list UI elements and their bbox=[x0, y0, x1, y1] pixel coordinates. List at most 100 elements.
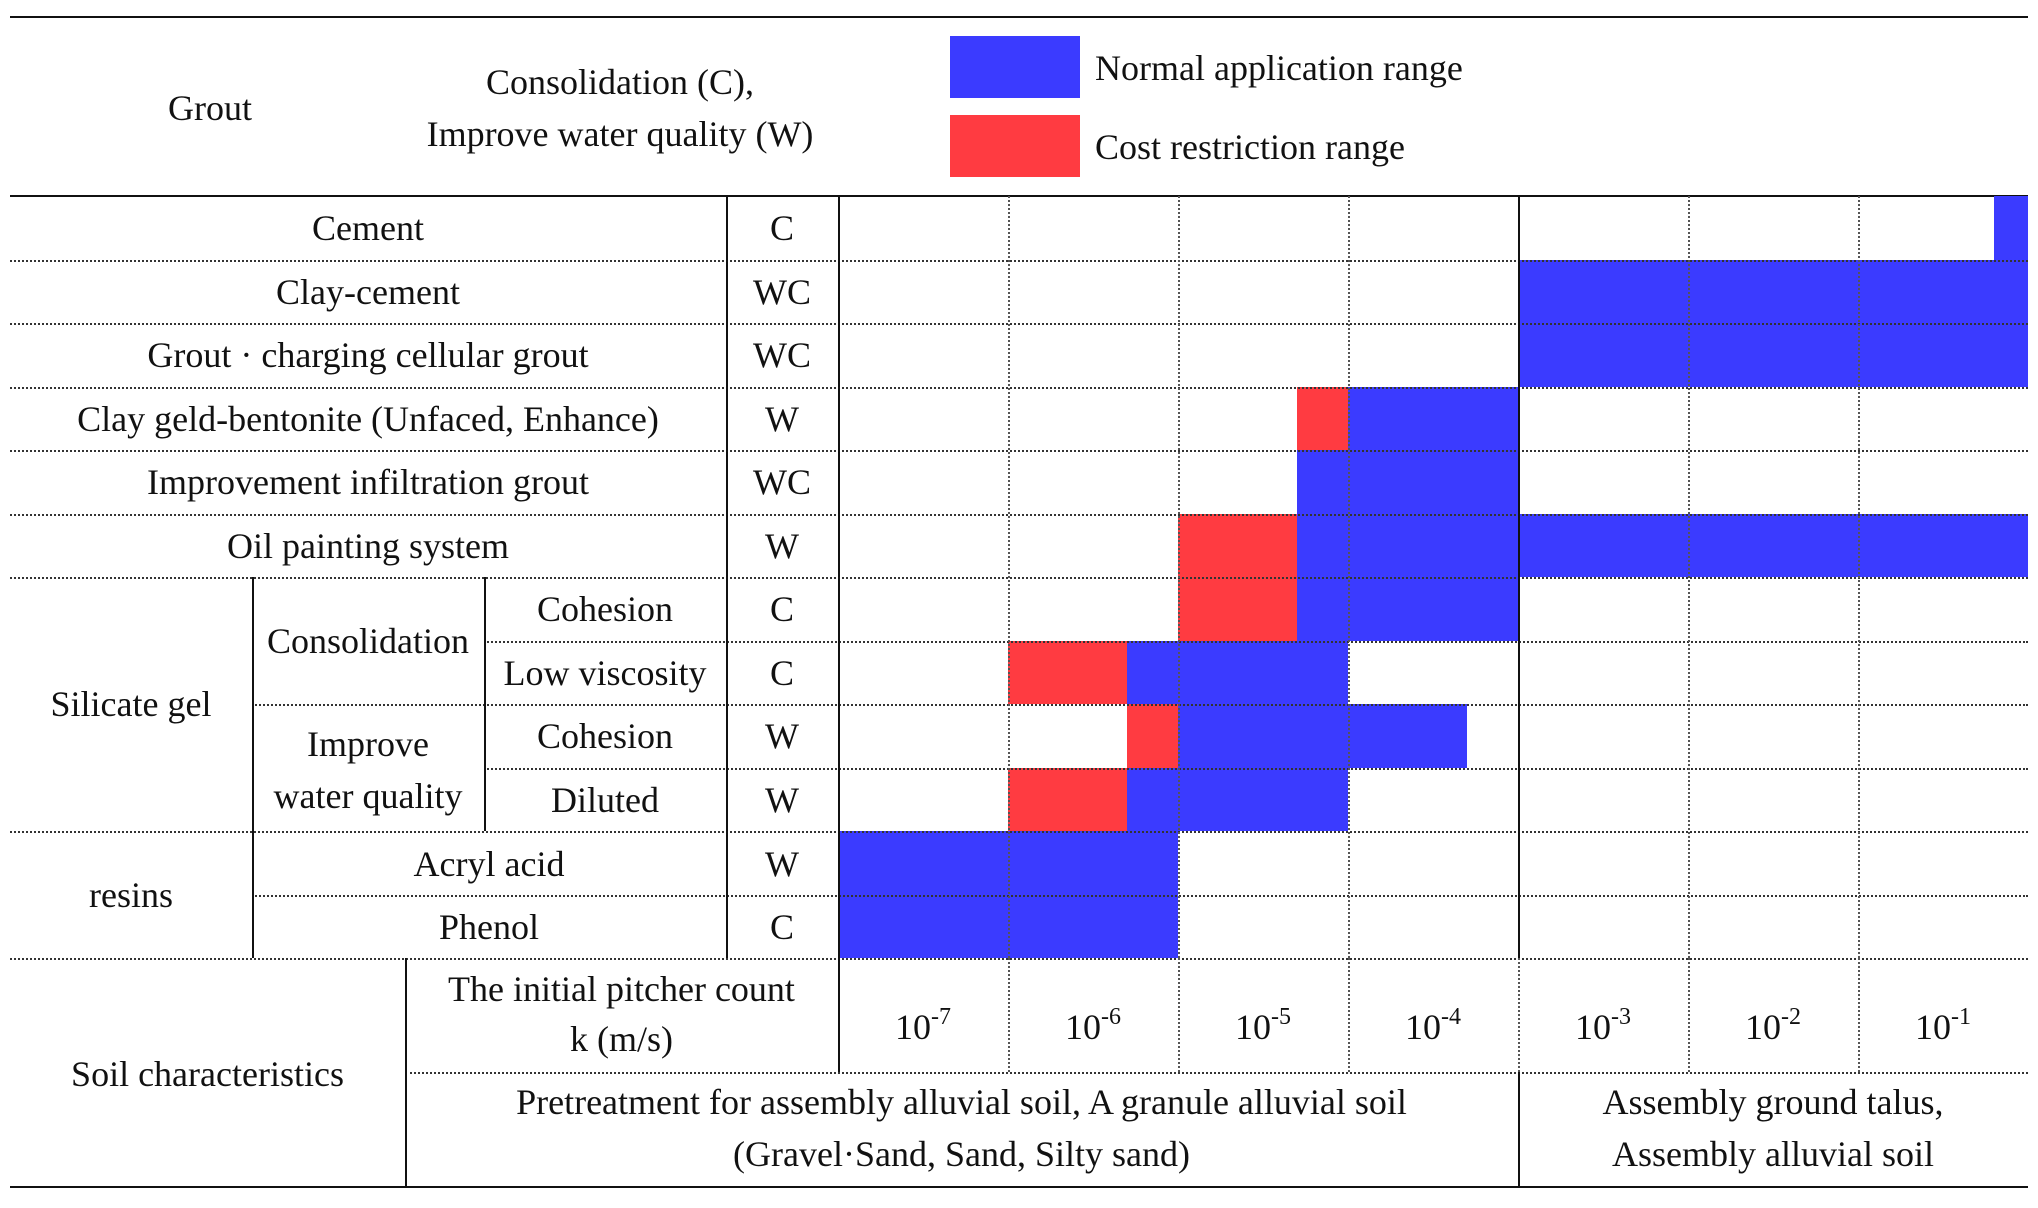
row-label-diluted: Diluted bbox=[551, 780, 659, 820]
bottom-rule bbox=[10, 1186, 2028, 1188]
k-value-1e-7: 10-7 bbox=[895, 1004, 951, 1047]
range-bar-normal bbox=[1297, 513, 2028, 577]
grid-line bbox=[10, 259, 2028, 262]
grid-line bbox=[1858, 196, 1860, 958]
range-bar-cost bbox=[1178, 577, 1297, 641]
subgroup-label-consolidation: Consolidation bbox=[266, 621, 469, 661]
k-label-line1: The initial pitcher count bbox=[448, 969, 795, 1009]
grid-line bbox=[10, 577, 2028, 579]
grid-line bbox=[1518, 1072, 1520, 1186]
row-label-phenol: Phenol bbox=[438, 907, 539, 947]
grid-line bbox=[1008, 958, 1010, 1072]
code-oil-painting: W bbox=[765, 526, 799, 566]
subgroup-label-improve-line2: water quality bbox=[273, 776, 463, 816]
grid-line bbox=[10, 450, 2028, 452]
grid-line bbox=[484, 767, 2028, 770]
soil-right-line1: Assembly ground talus, bbox=[1602, 1082, 1944, 1122]
k-value-1e-5: 10-5 bbox=[1235, 1004, 1291, 1047]
range-bar-normal bbox=[1348, 386, 1518, 450]
grid-line bbox=[1688, 958, 1690, 1072]
row-label-improvement-infiltration: Improvement infiltration grout bbox=[147, 462, 589, 502]
code-grout-charging: WC bbox=[753, 335, 811, 375]
range-bar-cost bbox=[1008, 640, 1127, 704]
soil-right-line2: Assembly alluvial soil bbox=[1612, 1134, 1934, 1174]
grid-line bbox=[1348, 958, 1350, 1072]
k-value-1e-1: 10-1 bbox=[1915, 1004, 1971, 1047]
range-bar-cost bbox=[1297, 386, 1348, 450]
range-bar-normal bbox=[1127, 767, 1348, 831]
grid-line bbox=[726, 196, 728, 958]
grid-line bbox=[1858, 958, 1860, 1072]
code-acryl-acid: W bbox=[765, 844, 799, 884]
grid-line bbox=[405, 958, 407, 1186]
grid-line bbox=[10, 323, 2028, 325]
range-bar-cost bbox=[1178, 513, 1297, 577]
soil-left-line2: (Gravel·Sand, Sand, Silty sand) bbox=[733, 1134, 1190, 1174]
row-label-cohesion-c: Cohesion bbox=[536, 589, 673, 629]
code-clay-cement: WC bbox=[753, 272, 811, 312]
grid-line bbox=[252, 577, 254, 958]
range-bar-normal bbox=[1127, 640, 1348, 704]
k-value-1e-2: 10-2 bbox=[1745, 1004, 1801, 1047]
grid-line bbox=[10, 513, 2028, 516]
range-bar-normal bbox=[1297, 577, 1518, 641]
code-low-viscosity: C bbox=[769, 653, 794, 693]
grout-column-header: Grout bbox=[168, 88, 252, 128]
grid-line bbox=[1348, 196, 1350, 958]
range-bar-cost bbox=[1008, 767, 1127, 831]
row-label-grout-charging: Grout · charging cellular grout bbox=[147, 335, 589, 375]
grid-line bbox=[10, 958, 2028, 960]
range-bar-normal bbox=[1518, 323, 2028, 387]
row-label-acryl-acid: Acryl acid bbox=[413, 844, 565, 884]
grid-line bbox=[252, 894, 2028, 897]
header-rule bbox=[10, 195, 2028, 197]
k-value-1e-4: 10-4 bbox=[1405, 1004, 1461, 1047]
soil-left-line1: Pretreatment for assembly alluvial soil,… bbox=[516, 1082, 1407, 1122]
grid-line bbox=[1178, 958, 1180, 1072]
row-label-low-viscosity: Low viscosity bbox=[503, 653, 707, 693]
range-bar-cost bbox=[1127, 704, 1178, 768]
code-clay-geld: W bbox=[765, 399, 799, 439]
group-label-silicate-gel: Silicate gel bbox=[50, 684, 212, 724]
legend-label-cost: Cost restriction range bbox=[1095, 127, 1405, 167]
group-label-resins: resins bbox=[89, 875, 173, 915]
row-label-clay-cement: Clay-cement bbox=[276, 272, 460, 312]
grid-line bbox=[252, 704, 2028, 706]
row-label-cohesion-w: Cohesion bbox=[536, 716, 673, 756]
legend-label-normal: Normal application range bbox=[1095, 48, 1463, 88]
subgroup-label-improve-line1: Improve bbox=[307, 724, 429, 764]
row-label-cement: Cement bbox=[312, 208, 424, 248]
code-cohesion-w: W bbox=[765, 716, 799, 756]
top-rule bbox=[10, 16, 2028, 18]
row-label-oil-painting: Oil painting system bbox=[227, 526, 509, 566]
k-value-1e-3: 10-3 bbox=[1575, 1004, 1631, 1047]
code-phenol: C bbox=[769, 907, 794, 947]
k-value-1e-6: 10-6 bbox=[1065, 1004, 1121, 1047]
row-label-clay-geld: Clay geld-bentonite (Unfaced, Enhance) bbox=[77, 399, 659, 439]
code-improvement-infiltration: WC bbox=[753, 462, 811, 502]
code-cohesion-c: C bbox=[769, 589, 794, 629]
grid-line bbox=[10, 831, 2028, 833]
code-diluted: W bbox=[765, 780, 799, 820]
grid-line bbox=[1178, 196, 1180, 958]
purpose-header-line1: Consolidation (C), bbox=[486, 62, 754, 102]
soil-characteristics-label: Soil characteristics bbox=[71, 1054, 344, 1094]
grid-line bbox=[405, 1072, 2028, 1074]
legend-swatch-cost bbox=[950, 115, 1080, 177]
grid-line bbox=[484, 640, 2028, 643]
range-bar-normal bbox=[1297, 450, 1518, 514]
k-label-line2: k (m/s) bbox=[570, 1019, 673, 1059]
grid-line bbox=[838, 196, 840, 1072]
grid-line bbox=[10, 386, 2028, 389]
legend-swatch-normal bbox=[950, 36, 1080, 98]
grid-line bbox=[1008, 196, 1010, 958]
grid-line bbox=[1518, 196, 1520, 958]
grid-line bbox=[484, 577, 486, 831]
range-bar-normal bbox=[1178, 704, 1467, 768]
range-bar-normal bbox=[1994, 196, 2028, 260]
purpose-header-line2: Improve water quality (W) bbox=[426, 114, 814, 154]
grid-line bbox=[1518, 958, 1520, 1072]
code-cement: C bbox=[769, 208, 794, 248]
range-bar-normal bbox=[1518, 259, 2028, 323]
